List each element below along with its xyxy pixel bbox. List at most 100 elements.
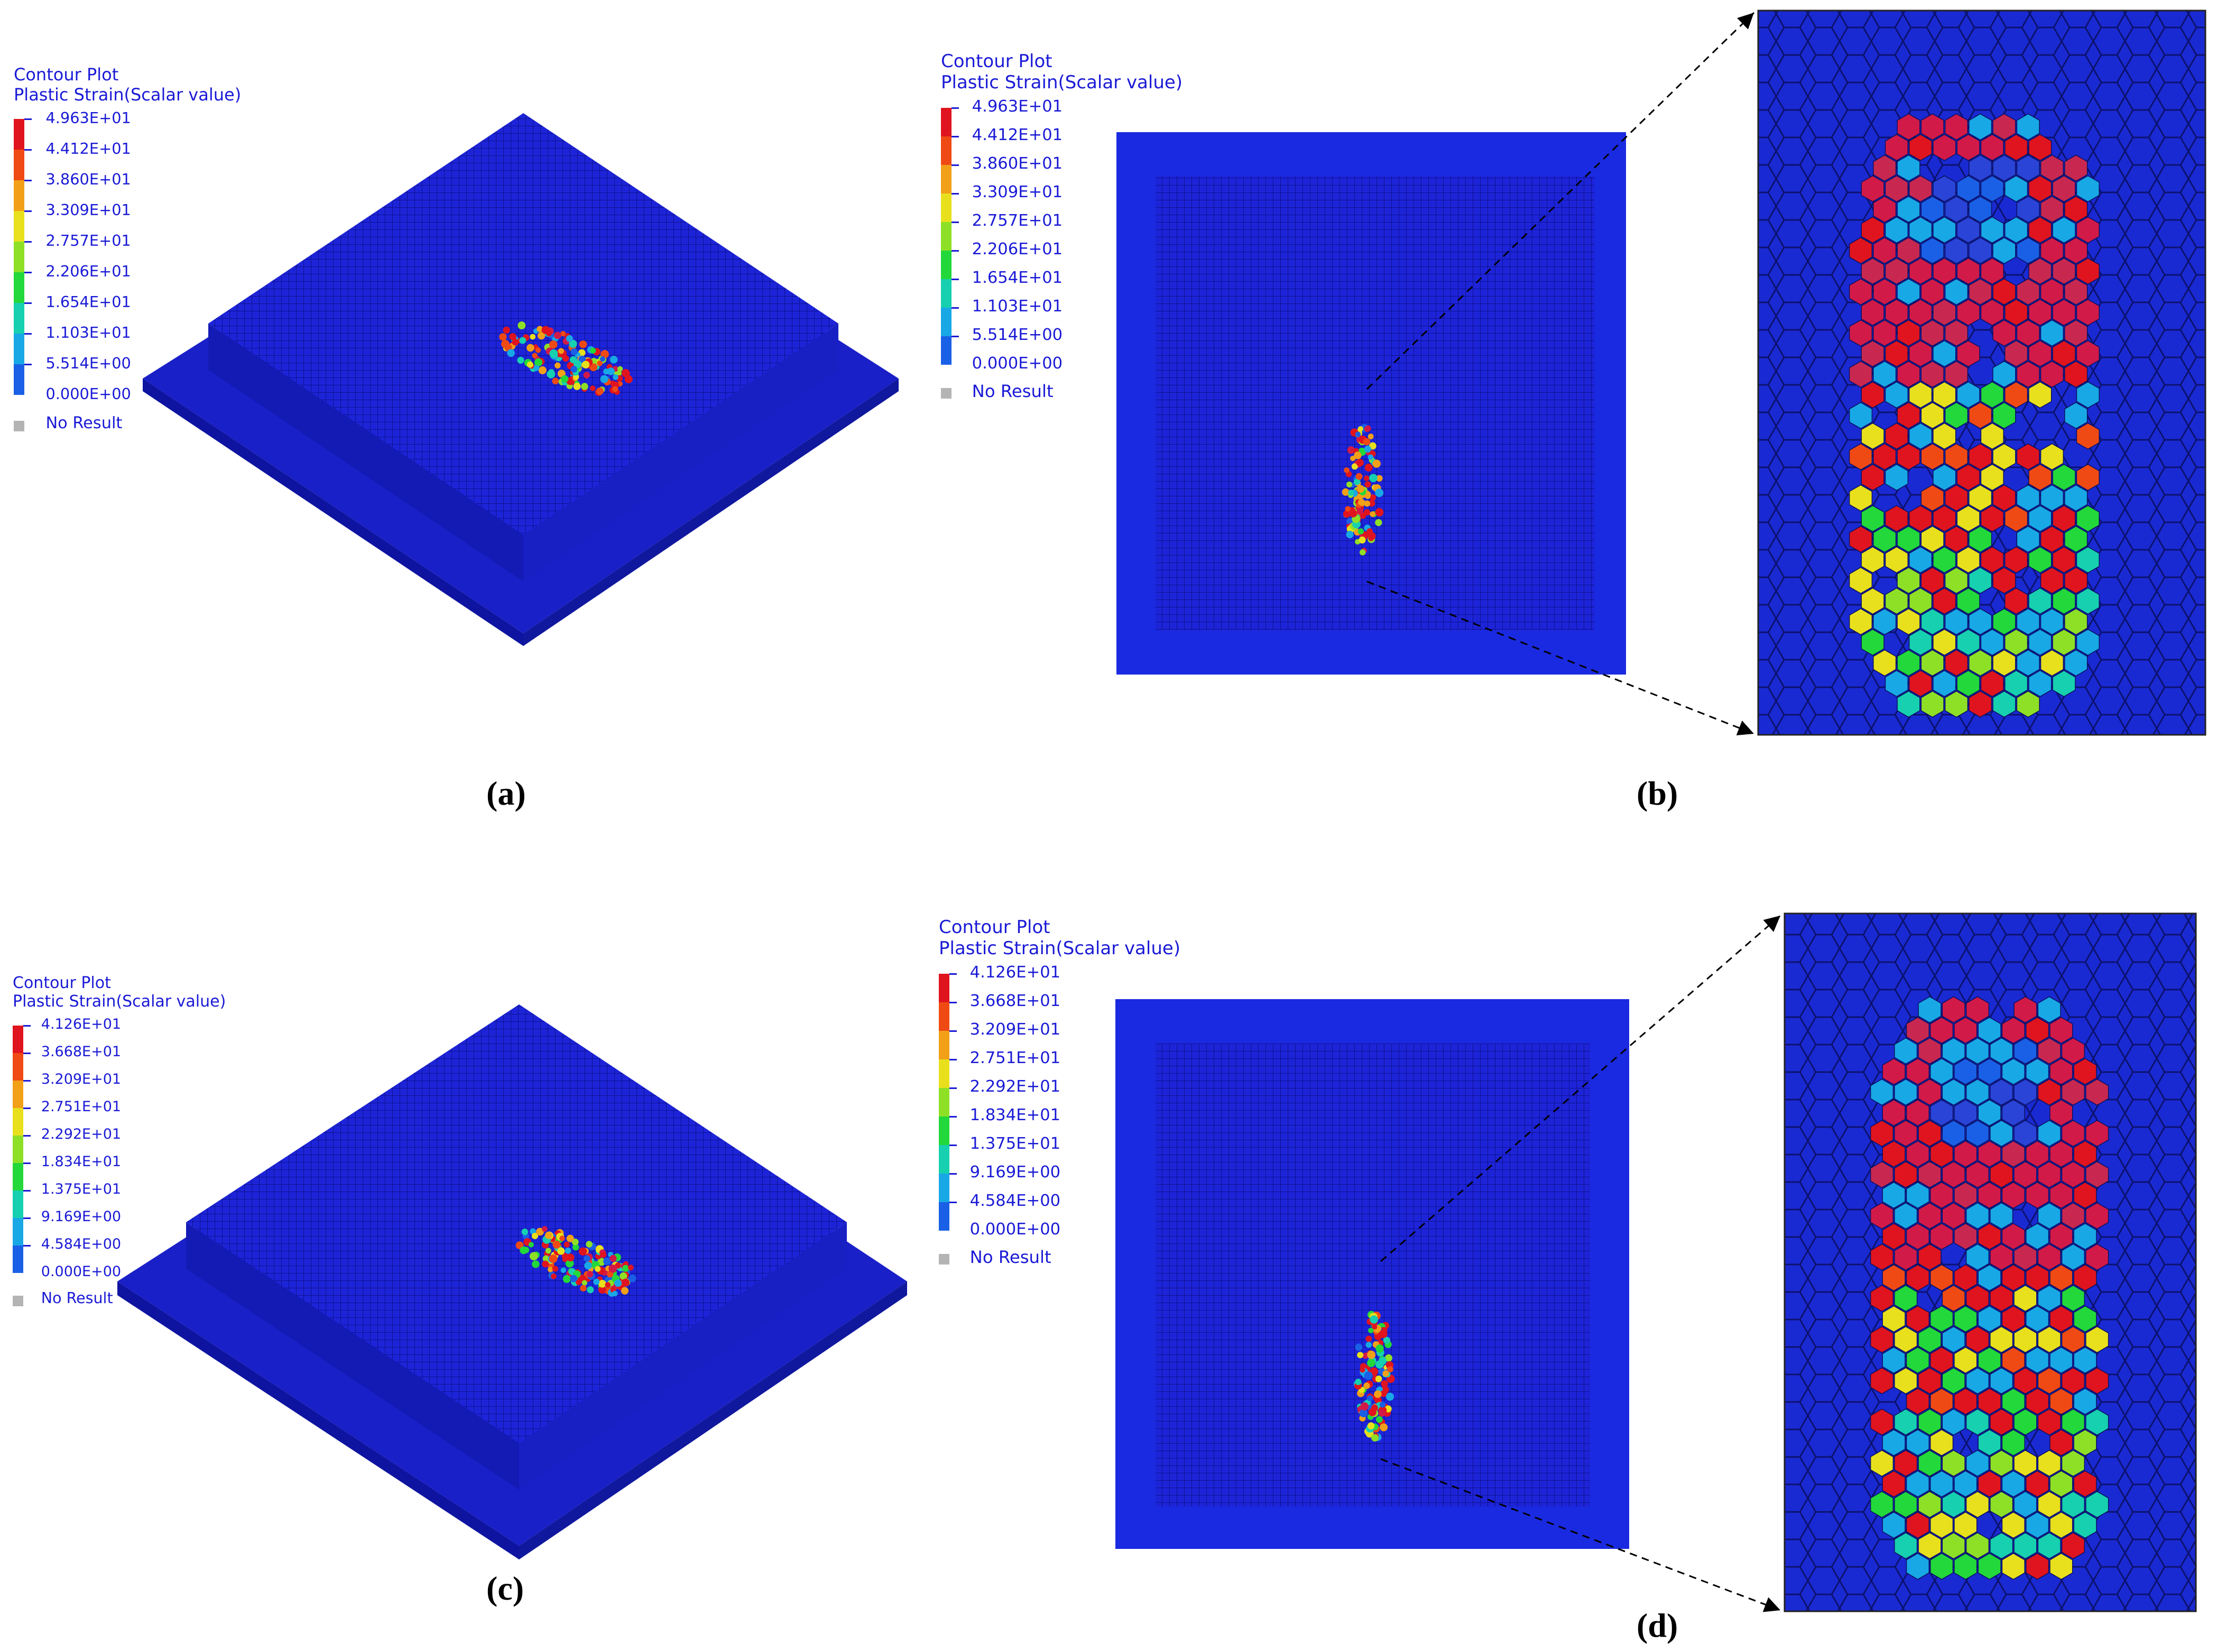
zoom-particle xyxy=(2025,1017,2049,1044)
zoom-particle xyxy=(1990,1078,2013,1106)
zoom-particle xyxy=(1920,278,1944,306)
particle xyxy=(617,366,623,372)
legend-title: Contour Plot xyxy=(941,51,1052,72)
legend-tick xyxy=(24,364,32,366)
zoom-particle xyxy=(1873,237,1897,264)
zoom-particle xyxy=(2076,505,2100,532)
legend-swatch xyxy=(14,180,24,211)
zoom-particle xyxy=(2040,649,2064,677)
zoom-particle xyxy=(1906,1099,1930,1127)
particle xyxy=(600,1251,607,1258)
zoom-particle xyxy=(2040,196,2064,223)
zoom-particle xyxy=(1861,257,1885,285)
zoom-particle xyxy=(1969,443,1992,470)
legend-a: Contour Plot Plastic Strain(Scalar value)… xyxy=(14,64,241,432)
zoom-particle xyxy=(1978,1470,2001,1498)
zoom-particle xyxy=(1992,154,2016,182)
iso-model-c xyxy=(117,1004,907,1559)
particle xyxy=(562,1256,568,1262)
zoom-particle xyxy=(2061,1161,2085,1188)
legend-tick xyxy=(24,241,32,243)
particle xyxy=(1379,1330,1388,1339)
particle xyxy=(572,1244,579,1251)
legend-value: 3.668E+01 xyxy=(41,1044,122,1060)
particle xyxy=(552,377,559,385)
zoom-particle xyxy=(2052,670,2076,697)
particle xyxy=(570,1275,578,1282)
zoom-particle xyxy=(2016,690,2040,718)
particle xyxy=(621,1287,629,1295)
zoom-particle xyxy=(2064,278,2088,306)
zoom-particle xyxy=(1980,381,2004,409)
particle xyxy=(566,1234,574,1242)
zoom-particle xyxy=(1882,1182,1906,1209)
zoom-particle xyxy=(2001,1058,2025,1085)
zoom-particle xyxy=(2073,1511,2097,1539)
zoom-particle xyxy=(2028,629,2052,656)
zoom-particle xyxy=(1906,1140,1930,1168)
particle xyxy=(549,349,558,358)
zoom-particle xyxy=(2061,1450,2085,1477)
particle xyxy=(590,385,596,391)
particle xyxy=(627,1265,634,1271)
zoom-particle xyxy=(1992,649,2016,677)
zoom-particle xyxy=(2076,587,2100,615)
zoom-particle xyxy=(1918,1532,1942,1559)
zoom-particle xyxy=(1992,484,2016,512)
zoom-particle xyxy=(2040,484,2064,512)
zoom-particle xyxy=(1929,1346,1954,1374)
zoom-particle xyxy=(1929,1388,1954,1415)
particle xyxy=(548,1267,553,1272)
zoom-particle xyxy=(1870,1120,1894,1147)
particle xyxy=(1381,1380,1388,1387)
zoom-particle xyxy=(1929,1429,1954,1456)
zoom-particle xyxy=(1882,1140,1906,1168)
legend-tick xyxy=(24,180,32,182)
zoom-particle xyxy=(2037,1161,2061,1188)
legend-tick xyxy=(952,222,959,224)
particle xyxy=(499,333,507,341)
particle xyxy=(517,356,524,364)
zoom-particle xyxy=(2025,1511,2049,1539)
zoom-particle xyxy=(1920,649,1944,677)
zoom-particle xyxy=(1861,340,1885,367)
particle xyxy=(549,340,558,349)
zoom-particle xyxy=(2061,1408,2085,1436)
particle xyxy=(1375,519,1382,527)
zoom-particle xyxy=(1906,1264,1930,1291)
zoom-particle xyxy=(1954,1099,1978,1127)
zoom-particle xyxy=(1990,1285,2013,1312)
zoom-particle xyxy=(1965,1161,1990,1188)
legend-swatch xyxy=(14,272,24,303)
zoom-particle xyxy=(2073,1058,2097,1085)
zoom-particle xyxy=(2004,505,2028,532)
zoom-particle xyxy=(2073,1388,2097,1415)
zoom-particle xyxy=(2052,587,2076,615)
zoom-particle xyxy=(1929,1058,1954,1085)
zoom-particle xyxy=(1942,1285,1965,1312)
particle xyxy=(1345,506,1351,512)
zoom-particle xyxy=(2037,1326,2061,1353)
zoom-particle xyxy=(2037,1450,2061,1477)
legend-tick xyxy=(949,1087,957,1090)
legend-swatch xyxy=(13,1026,23,1053)
zoom-panel-d xyxy=(1784,912,2197,1612)
zoom-particle xyxy=(2052,257,2076,285)
zoom-particle xyxy=(2049,1388,2073,1415)
zoom-particle xyxy=(1978,1058,2001,1085)
zoom-particle xyxy=(1882,1346,1906,1374)
zoom-particle xyxy=(1873,319,1897,347)
particle xyxy=(532,353,538,358)
legend-tick xyxy=(949,1116,957,1118)
zoom-particle xyxy=(1965,1037,1990,1065)
zoom-particle xyxy=(2040,567,2064,594)
zoom-particle xyxy=(2037,1367,2061,1395)
particle xyxy=(529,1252,538,1261)
zoom-particle xyxy=(1969,196,1992,223)
legend-tick xyxy=(952,193,959,195)
zoom-particle xyxy=(2013,1450,2037,1477)
zoom-particle xyxy=(2016,196,2040,223)
legend-value: 0.000E+00 xyxy=(969,1220,1061,1239)
particle xyxy=(584,1261,592,1270)
zoom-particle xyxy=(1980,299,2004,326)
